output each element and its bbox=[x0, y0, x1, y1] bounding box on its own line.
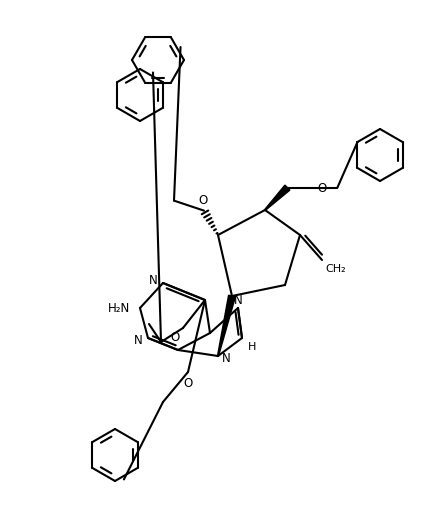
Text: N: N bbox=[233, 294, 243, 308]
Text: CH₂: CH₂ bbox=[325, 264, 346, 274]
Text: H₂N: H₂N bbox=[108, 301, 130, 314]
Text: N: N bbox=[134, 333, 143, 346]
Text: O: O bbox=[317, 182, 327, 195]
Text: N: N bbox=[222, 352, 231, 365]
Text: O: O bbox=[183, 377, 193, 390]
Polygon shape bbox=[218, 295, 235, 356]
Text: H: H bbox=[248, 342, 256, 352]
Text: O: O bbox=[171, 331, 180, 344]
Text: O: O bbox=[198, 194, 208, 206]
Polygon shape bbox=[264, 185, 290, 210]
Text: N: N bbox=[149, 275, 158, 288]
